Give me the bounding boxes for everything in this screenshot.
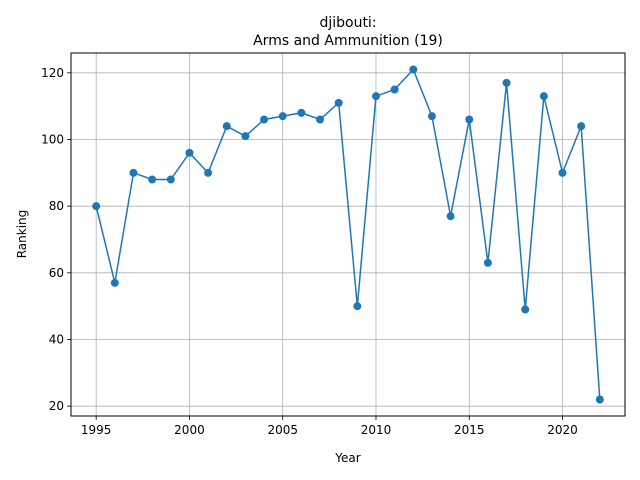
data-point-2007 (316, 115, 325, 124)
data-point-2016 (483, 258, 492, 267)
x-axis-label: Year (334, 451, 360, 465)
y-tick-label: 20 (49, 399, 64, 413)
series-line (95, 68, 601, 400)
data-point-1998 (148, 175, 157, 184)
x-tick-label: 2015 (454, 423, 485, 437)
data-markers (92, 65, 604, 404)
data-point-2013 (427, 112, 436, 121)
data-point-1999 (166, 175, 175, 184)
data-point-2004 (260, 115, 269, 124)
data-point-2008 (334, 98, 343, 107)
data-point-2009 (353, 302, 362, 311)
x-tick-label: 2000 (174, 423, 205, 437)
data-point-1995 (92, 202, 101, 211)
grid (71, 53, 625, 416)
data-point-2003 (241, 132, 250, 141)
data-point-2001 (204, 168, 213, 177)
chart-title-line-1: djibouti: (319, 15, 376, 31)
data-point-2018 (521, 305, 530, 314)
data-point-2012 (409, 65, 418, 74)
data-point-2002 (222, 122, 231, 131)
data-point-2011 (390, 85, 399, 94)
data-point-2005 (278, 112, 287, 121)
data-point-2000 (185, 148, 194, 157)
y-tick-label: 40 (49, 333, 64, 347)
data-point-1996 (110, 278, 119, 287)
data-point-2014 (446, 212, 455, 221)
x-tick-label: 2020 (547, 423, 578, 437)
y-tick-label: 80 (49, 199, 64, 213)
data-point-2015 (465, 115, 474, 124)
y-tick-label: 60 (49, 266, 64, 280)
data-point-2022 (595, 395, 604, 404)
y-tick-label: 120 (41, 66, 64, 80)
y-axis-label: Ranking (15, 210, 29, 259)
data-point-2017 (502, 78, 511, 87)
data-point-2010 (371, 92, 380, 101)
data-point-2019 (539, 92, 548, 101)
x-tick-label: 1995 (81, 423, 112, 437)
x-tick-label: 2010 (361, 423, 392, 437)
chart-title-line-2: Arms and Ammunition (19) (253, 33, 443, 49)
plot-area-frame (70, 52, 626, 417)
y-tick-label: 100 (41, 133, 64, 147)
x-tick-label: 2005 (267, 423, 298, 437)
data-point-2021 (577, 122, 586, 131)
data-point-1997 (129, 168, 138, 177)
data-point-2006 (297, 108, 306, 117)
data-point-2020 (558, 168, 567, 177)
